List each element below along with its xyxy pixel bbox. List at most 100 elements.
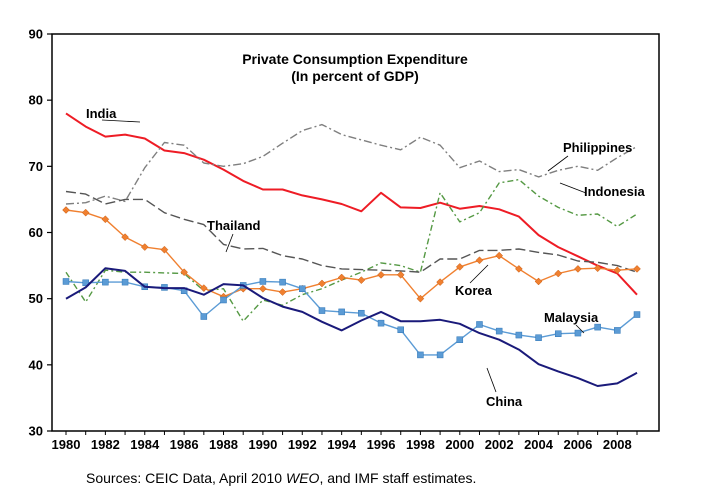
data-point-malaysia xyxy=(476,321,483,328)
data-point-korea xyxy=(318,279,326,288)
x-tick-label: 1990 xyxy=(248,437,277,452)
series-label-korea: Korea xyxy=(455,283,493,298)
y-tick-label: 30 xyxy=(29,424,43,439)
data-point-malaysia xyxy=(436,351,444,359)
plot-frame xyxy=(51,33,660,432)
data-point-korea xyxy=(278,288,287,296)
data-point-korea xyxy=(436,278,444,286)
source-suffix: , and IMF staff estimates. xyxy=(319,470,477,486)
series-line-thailand xyxy=(65,190,638,273)
series-label-india: India xyxy=(86,106,117,121)
data-point-korea xyxy=(180,268,188,277)
series-india xyxy=(65,112,638,296)
data-point-korea xyxy=(416,294,425,303)
y-tick-label: 60 xyxy=(29,225,43,240)
data-point-korea xyxy=(377,270,385,279)
x-tick-label: 2002 xyxy=(485,437,514,452)
data-point-malaysia xyxy=(614,327,621,334)
data-point-korea xyxy=(455,263,464,271)
series-line-indonesia xyxy=(65,178,638,322)
x-tick-label: 2008 xyxy=(603,437,632,452)
data-point-malaysia xyxy=(338,308,345,316)
data-point-malaysia xyxy=(633,311,641,318)
data-point-korea xyxy=(613,266,622,275)
data-point-malaysia xyxy=(397,326,404,334)
data-point-malaysia xyxy=(554,330,562,337)
leader-line-china xyxy=(486,367,497,393)
data-point-korea xyxy=(101,215,110,224)
data-point-korea xyxy=(633,265,641,273)
data-point-malaysia xyxy=(456,336,464,343)
series-label-malaysia: Malaysia xyxy=(544,310,599,325)
series-label-indonesia: Indonesia xyxy=(584,184,645,199)
x-tick-label: 2000 xyxy=(445,437,474,452)
data-point-korea xyxy=(554,269,563,278)
x-tick-label: 1986 xyxy=(170,437,199,452)
data-point-malaysia xyxy=(495,327,503,335)
series-philippines xyxy=(65,123,638,205)
x-tick-label: 1980 xyxy=(52,437,81,452)
y-tick-label: 90 xyxy=(29,27,43,42)
data-point-malaysia xyxy=(318,307,326,314)
data-point-korea xyxy=(475,256,484,265)
x-tick-label: 1994 xyxy=(327,437,357,452)
data-point-korea xyxy=(495,251,504,260)
x-tick-label: 1988 xyxy=(209,437,238,452)
data-point-malaysia xyxy=(259,278,267,285)
data-point-malaysia xyxy=(299,285,306,292)
series-label-china: China xyxy=(486,394,523,409)
data-point-malaysia xyxy=(279,278,286,286)
data-point-malaysia xyxy=(417,351,424,359)
data-point-malaysia xyxy=(358,309,365,317)
data-point-korea xyxy=(199,284,208,292)
series-line-philippines xyxy=(65,123,638,205)
data-point-korea xyxy=(259,284,267,293)
y-axis: 30 40 50 60 70 80 90 xyxy=(29,27,52,439)
data-point-korea xyxy=(160,245,169,254)
leader-line-malaysia xyxy=(575,324,585,334)
data-point-korea xyxy=(81,208,90,217)
series-indonesia xyxy=(65,178,638,322)
chart-title: Private Consumption Expenditure xyxy=(242,51,468,67)
data-point-malaysia xyxy=(594,323,601,331)
leader-line-indonesia xyxy=(559,182,587,194)
y-tick-label: 70 xyxy=(29,159,43,174)
y-tick-label: 40 xyxy=(29,357,43,372)
leader-line-korea xyxy=(469,264,489,284)
x-tick-label: 1996 xyxy=(367,437,396,452)
leader-line-thailand xyxy=(225,233,234,253)
data-point-malaysia xyxy=(102,278,109,286)
data-point-malaysia xyxy=(220,296,227,304)
series-layer xyxy=(62,112,641,387)
leader-line-india xyxy=(101,119,141,123)
label-layer: India Philippines Indonesia Thailand Korea Ma… xyxy=(86,106,645,409)
y-tick-label: 50 xyxy=(29,291,43,306)
source-prefix: Sources: CEIC Data, April 2010 xyxy=(86,470,286,486)
data-point-korea xyxy=(337,273,346,282)
x-axis: 1980 1982 1984 1986 1988 1990 1992 1994 1996 1998… xyxy=(52,431,638,452)
data-point-korea xyxy=(574,265,582,273)
source-note: Sources: CEIC Data, April 2010 WEO, and … xyxy=(86,470,476,486)
data-point-korea xyxy=(357,276,366,284)
data-point-korea xyxy=(62,206,70,214)
x-tick-label: 1992 xyxy=(288,437,317,452)
data-point-malaysia xyxy=(62,278,70,285)
data-point-malaysia xyxy=(515,331,523,339)
data-point-korea xyxy=(593,264,602,273)
source-italic: WEO xyxy=(286,470,320,486)
data-point-malaysia xyxy=(377,319,385,327)
data-point-korea xyxy=(534,277,543,286)
series-label-thailand: Thailand xyxy=(207,218,261,233)
y-tick-label: 80 xyxy=(29,93,43,108)
data-point-korea xyxy=(121,233,129,241)
x-tick-label: 1998 xyxy=(406,437,435,452)
data-point-korea xyxy=(396,270,405,279)
data-point-malaysia xyxy=(200,313,208,320)
chart: Private Consumption Expenditure (In perc… xyxy=(29,27,660,452)
data-point-korea xyxy=(140,243,149,251)
x-tick-label: 1984 xyxy=(130,437,160,452)
series-line-india xyxy=(65,112,638,296)
series-thailand xyxy=(65,190,638,273)
x-tick-label: 2006 xyxy=(563,437,592,452)
data-point-malaysia xyxy=(121,278,129,286)
